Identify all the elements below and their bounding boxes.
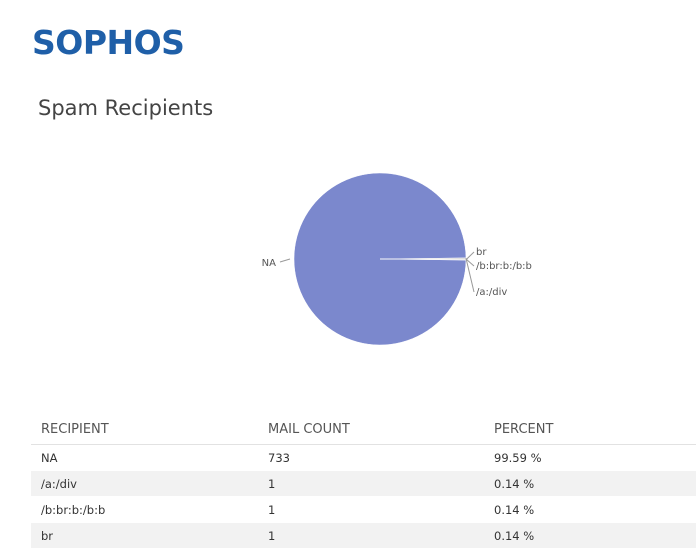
pie-label-2: /b:br:b:/b:b [476,261,532,272]
pie-chart: NA br/b:br:b:/b:b/a:/div [262,172,532,346]
pie-label-3: /a:/div [476,287,507,298]
leader-line-0 [279,258,291,263]
cell-percent: 99.59 % [484,444,696,471]
table-row: br 1 0.14 % [31,522,696,549]
cell-mail-count: 733 [258,444,484,471]
cell-recipient: /b:br:b:/b:b [31,496,258,523]
cell-mail-count: 1 [258,496,484,523]
pie-label-0: NA [262,258,276,269]
recipients-table: RECIPIENT MAIL COUNT PERCENT NA 733 99.5… [31,414,696,549]
cell-mail-count: 1 [258,522,484,549]
table-row: /a:/div 1 0.14 % [31,470,696,497]
table-row: /b:br:b:/b:b 1 0.14 % [31,496,696,523]
header-percent[interactable]: PERCENT [484,414,696,445]
table-header-row: RECIPIENT MAIL COUNT PERCENT [31,414,696,445]
page-title: Spam Recipients [38,96,214,120]
cell-percent: 0.14 % [484,522,696,549]
leader-line-1 [465,251,475,261]
header-mail-count[interactable]: MAIL COUNT [258,414,484,445]
cell-recipient: NA [31,444,258,471]
table-row: NA 733 99.59 % [31,444,696,471]
cell-mail-count: 1 [258,470,484,497]
leader-line-3 [465,258,475,293]
header-recipient[interactable]: RECIPIENT [31,414,258,445]
sophos-logo: SOPHOS [32,23,185,62]
pie-slice-0[interactable] [293,172,467,346]
cell-percent: 0.14 % [484,496,696,523]
pie-label-1: br [476,247,487,258]
cell-recipient: br [31,522,258,549]
leader-line-2 [465,258,475,267]
cell-recipient: /a:/div [31,470,258,497]
cell-percent: 0.14 % [484,470,696,497]
